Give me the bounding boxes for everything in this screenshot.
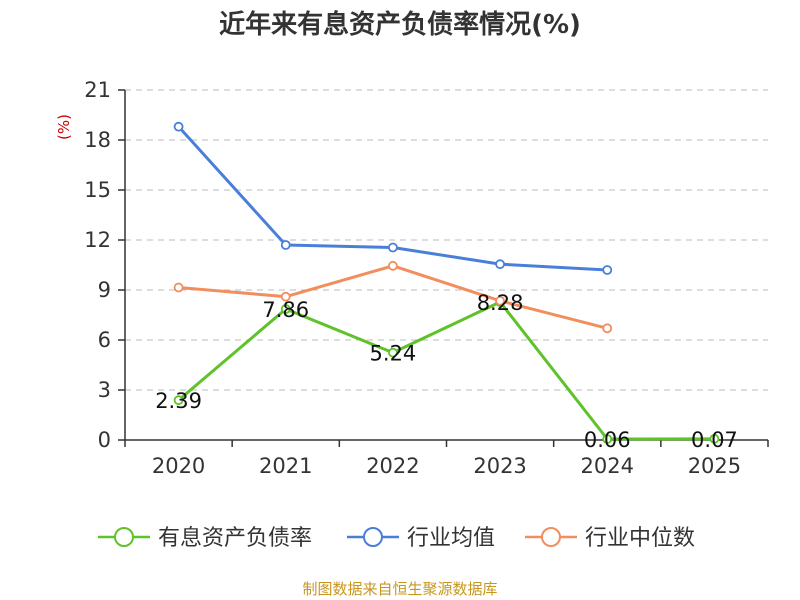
legend-marker-1: [363, 527, 383, 547]
data-point-0: [602, 434, 613, 444]
y-tick-label: 12: [84, 228, 111, 252]
series-line-0: [177, 300, 715, 441]
data-point-1: [388, 242, 398, 253]
data-point-0: [280, 304, 291, 314]
legend-label-1: 行业均值: [407, 526, 495, 551]
legend: 有息资产负债率 行业均值 行业中位数: [98, 526, 695, 551]
x-tick-label: 2021: [259, 454, 312, 478]
data-label: 8.28: [477, 291, 524, 315]
y-tick-label: 6: [98, 328, 111, 352]
series-line-2: [178, 264, 608, 330]
data-point-0: [709, 433, 720, 444]
y-tick-label: 15: [84, 178, 111, 202]
legend-marker-0: [114, 527, 134, 547]
x-tick-label: 2025: [688, 454, 741, 478]
chart-title: 近年来有息资产负债率情况(%): [219, 9, 581, 40]
data-label: 5.24: [370, 342, 417, 366]
y-tick-label: 21: [84, 78, 111, 102]
data-point-2: [602, 323, 613, 334]
x-tick-label: 2024: [581, 454, 634, 478]
axes: 0 3 6 9 12 15 18 21 2020 2021 2022 2023 2024 2025: [84, 78, 769, 478]
data-label: 2.39: [155, 389, 202, 413]
x-tick-label: 2022: [366, 454, 419, 478]
source-note: 制图数据来自恒生聚源数据库: [302, 580, 497, 598]
y-axis-unit-label: (%): [55, 114, 73, 140]
legend-label-0: 有息资产负债率: [158, 526, 312, 551]
gridlines: [125, 89, 768, 391]
x-tick-label: 2020: [152, 454, 205, 478]
data-point-0: [388, 347, 398, 358]
data-labels: 2.39 7.86 5.24 8.28 0.06 0.07: [155, 291, 738, 452]
y-tick-label: 0: [98, 428, 111, 452]
data-label: 0.06: [584, 428, 631, 452]
series-lines: [173, 121, 720, 444]
data-point-2: [280, 291, 291, 302]
y-tick-label: 18: [84, 128, 111, 152]
legend-marker-2: [541, 527, 561, 547]
data-label: 0.07: [691, 428, 738, 452]
data-point-1: [495, 259, 505, 270]
y-tick-label: 3: [98, 378, 111, 402]
data-point-2: [388, 260, 398, 271]
data-point-2: [495, 295, 505, 306]
data-point-2: [173, 282, 184, 293]
data-point-1: [280, 240, 291, 250]
data-point-1: [173, 121, 184, 132]
legend-label-2: 行业中位数: [585, 526, 695, 551]
data-label: 7.86: [262, 298, 309, 322]
y-tick-label: 9: [98, 278, 111, 302]
data-point-0: [173, 395, 184, 406]
x-tick-label: 2023: [473, 454, 526, 478]
data-point-1: [602, 265, 613, 275]
